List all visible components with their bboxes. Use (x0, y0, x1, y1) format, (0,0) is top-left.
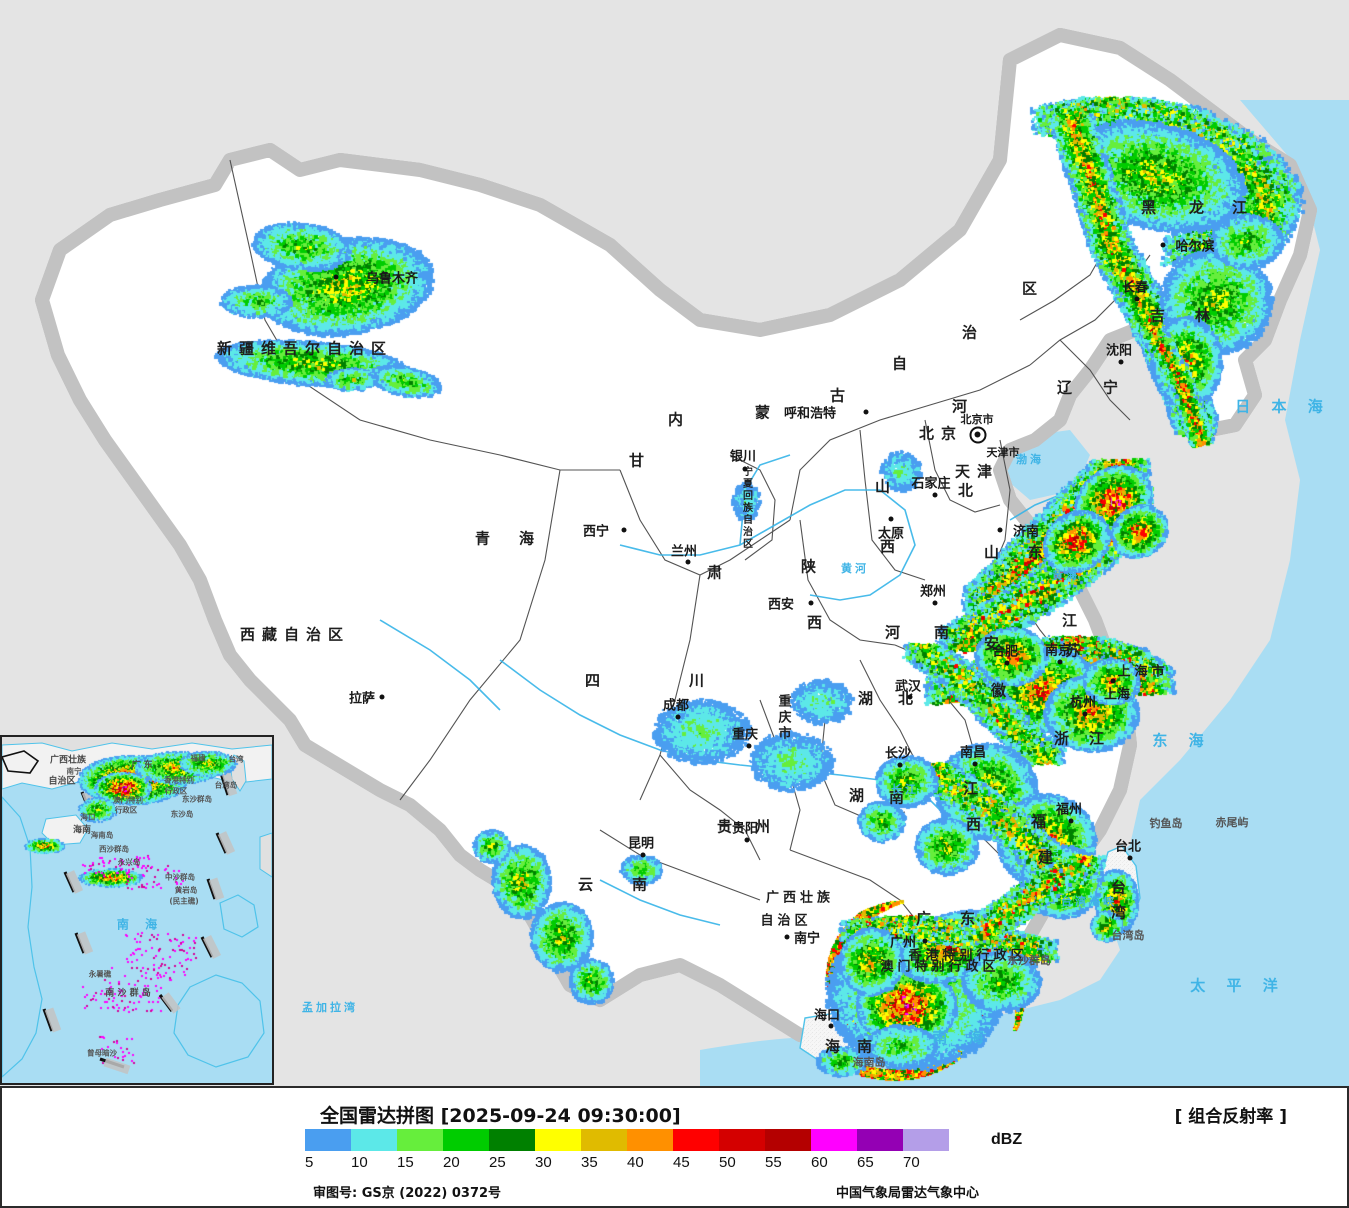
city-marker (897, 762, 903, 768)
city-marker (888, 516, 894, 522)
city-marker (746, 743, 752, 749)
colorbar-swatch-45 (673, 1129, 719, 1151)
city-marker (640, 852, 646, 858)
city-marker (1127, 855, 1133, 861)
city-marker (808, 600, 814, 606)
dbz-colorbar[interactable] (305, 1129, 949, 1151)
issuing-agency: 中国气象局雷达气象中心 (835, 1186, 979, 1201)
colorbar-tick: 70 (903, 1154, 920, 1171)
city-marker (784, 934, 790, 940)
inset-radar-echo-layer (2, 737, 272, 1083)
colorbar-swatch-20 (443, 1129, 489, 1151)
city-marker (932, 492, 938, 498)
city-marker (972, 761, 978, 767)
city-marker (742, 466, 748, 472)
dbz-unit-label: dBZ (991, 1131, 1023, 1148)
city-marker (932, 600, 938, 606)
colorbar-tick: 45 (673, 1154, 690, 1171)
colorbar-swatch-60 (811, 1129, 857, 1151)
city-marker (685, 559, 691, 565)
map-panel[interactable]: 新疆维吾尔自治区 西藏自治区青 海甘肃内蒙古自治区宁夏回族自治区陕西山西河北山东河… (0, 0, 1349, 1086)
city-marker (744, 837, 750, 843)
colorbar-swatch-15 (397, 1129, 443, 1151)
colorbar-swatch-50 (719, 1129, 765, 1151)
city-marker (1082, 711, 1088, 717)
city-marker (1160, 242, 1166, 248)
map-title: 全国雷达拼图 [2025-09-24 09:30:00] (320, 1105, 681, 1127)
city-marker (922, 938, 928, 944)
city-marker (333, 274, 339, 280)
colorbar-swatch-25 (489, 1129, 535, 1151)
colorbar-swatch-70 (903, 1129, 949, 1151)
city-marker (907, 694, 913, 700)
colorbar-swatch-30 (535, 1129, 581, 1151)
city-marker (379, 694, 385, 700)
city-marker (1004, 660, 1010, 666)
colorbar-tick: 10 (351, 1154, 368, 1171)
city-marker (1134, 296, 1140, 302)
map-approval-number: 审图号: GS京 (2022) 0372号 (313, 1186, 502, 1201)
city-marker (1110, 678, 1116, 684)
colorbar-swatch-55 (765, 1129, 811, 1151)
colorbar-tick: 30 (535, 1154, 552, 1171)
capital-marker-beijing (969, 426, 987, 444)
colorbar-tick: 60 (811, 1154, 828, 1171)
south-china-sea-inset[interactable]: 广西壮族 自治区 南宁广 东福建 台湾 香港特别 行政区 台湾岛 澳门特别 行政区 东沙群岛 东沙岛… (0, 735, 274, 1085)
city-marker (1118, 359, 1124, 365)
dbz-tick-labels: 5 10 15 20 25 30 35 40 45 50 55 60 65 70 (305, 1154, 995, 1174)
colorbar-swatch-40 (627, 1129, 673, 1151)
city-marker (1068, 818, 1074, 824)
city-marker (828, 1023, 834, 1029)
colorbar-tick: 15 (397, 1154, 414, 1171)
colorbar-tick: 35 (581, 1154, 598, 1171)
colorbar-tick: 65 (857, 1154, 874, 1171)
colorbar-tick: 50 (719, 1154, 736, 1171)
colorbar-tick: 5 (305, 1154, 314, 1171)
product-label: [ 组合反射率 ] (1174, 1107, 1287, 1127)
colorbar-tick: 25 (489, 1154, 506, 1171)
city-marker (863, 409, 869, 415)
colorbar-swatch-5 (305, 1129, 351, 1151)
city-marker (675, 714, 681, 720)
colorbar-swatch-65 (857, 1129, 903, 1151)
colorbar-tick: 40 (627, 1154, 644, 1171)
colorbar-tick: 20 (443, 1154, 460, 1171)
colorbar-tick: 55 (765, 1154, 782, 1171)
colorbar-swatch-35 (581, 1129, 627, 1151)
colorbar-swatch-10 (351, 1129, 397, 1151)
city-marker (1057, 659, 1063, 665)
city-marker (997, 527, 1003, 533)
city-marker (621, 527, 627, 533)
